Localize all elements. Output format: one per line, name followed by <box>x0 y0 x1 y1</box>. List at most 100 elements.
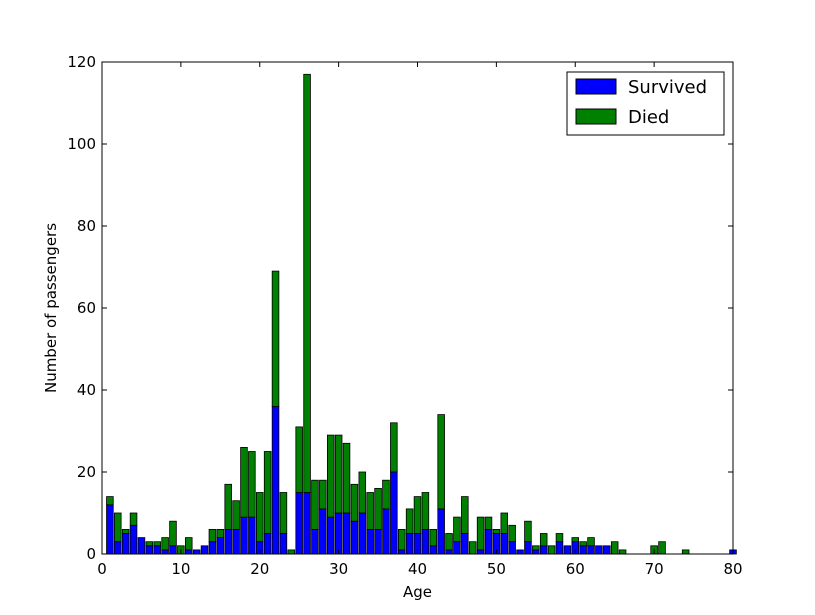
bars-group <box>106 73 737 555</box>
bar-survived <box>303 492 311 555</box>
bar-died <box>342 442 351 514</box>
bar-died <box>334 434 343 514</box>
y-tick-label: 20 <box>77 463 96 481</box>
bar-survived <box>224 529 232 555</box>
bar-survived <box>555 541 564 555</box>
x-tick-label: 80 <box>723 560 742 578</box>
bar-survived <box>137 537 146 555</box>
bar-survived <box>248 516 256 555</box>
bar-survived <box>216 537 225 555</box>
bar-died <box>579 541 587 547</box>
bar-survived <box>121 533 130 555</box>
bar-died <box>240 446 248 518</box>
bar-survived <box>429 545 438 555</box>
bar-died <box>263 451 272 534</box>
bar-died <box>681 549 690 555</box>
bar-died <box>287 549 296 555</box>
x-tick-label: 50 <box>487 560 506 578</box>
bar-survived <box>539 545 548 555</box>
bar-died <box>216 529 225 539</box>
x-tick-label: 40 <box>408 560 427 578</box>
bar-survived <box>484 529 493 555</box>
bar-survived <box>326 516 335 555</box>
bar-died <box>248 451 256 518</box>
bar-died <box>532 545 540 551</box>
bar-died <box>524 520 532 543</box>
bar-survived <box>595 545 603 555</box>
bar-survived <box>382 508 390 555</box>
bar-survived <box>587 545 595 555</box>
bar-died <box>587 537 595 547</box>
bar-survived <box>437 508 445 555</box>
bar-died <box>397 529 406 551</box>
bar-died <box>232 500 240 530</box>
bar-died <box>121 529 130 534</box>
y-axis-label: Number of passengers <box>42 223 60 393</box>
bar-survived <box>232 529 240 555</box>
bar-survived <box>461 533 469 555</box>
bar-died <box>169 520 177 547</box>
bar-survived <box>516 549 524 555</box>
bar-survived <box>200 545 209 555</box>
bar-died <box>311 479 319 530</box>
y-axis: 0 20 40 60 80 100 120 <box>67 53 733 563</box>
bar-died <box>555 533 564 543</box>
bar-survived <box>532 549 540 555</box>
bar-survived <box>350 520 359 555</box>
bar-died <box>224 483 232 530</box>
bar-survived <box>508 541 516 555</box>
bar-died <box>326 434 335 518</box>
x-tick-label: 70 <box>645 560 664 578</box>
bar-died <box>437 414 445 510</box>
bar-died <box>145 541 154 547</box>
y-tick-label: 100 <box>67 135 96 153</box>
bar-survived <box>390 471 398 555</box>
bar-died <box>161 537 169 551</box>
bar-survived <box>271 405 280 555</box>
plot-frame <box>101 61 734 555</box>
bar-died <box>319 479 327 510</box>
bar-survived <box>524 541 532 555</box>
bar-survived <box>421 529 430 555</box>
bar-survived <box>169 545 177 555</box>
bar-died <box>484 516 493 530</box>
bar-died <box>453 516 461 543</box>
bar-died <box>208 529 217 543</box>
bar-died <box>106 496 114 506</box>
x-tick-label: 30 <box>329 560 348 578</box>
bar-died <box>492 529 501 534</box>
bar-survived <box>603 545 611 555</box>
bar-died <box>539 533 548 547</box>
bar-died <box>508 524 516 543</box>
bar-survived <box>263 533 272 555</box>
bar-died <box>571 537 580 543</box>
bar-survived <box>366 529 374 555</box>
bar-died <box>390 422 398 473</box>
bar-died <box>547 545 556 555</box>
y-tick-label: 40 <box>77 381 96 399</box>
bar-died <box>153 541 161 547</box>
legend-label: Died <box>628 107 669 128</box>
bar-died <box>295 426 303 493</box>
bar-survived <box>453 541 461 555</box>
bar-died <box>461 496 469 534</box>
bar-died <box>358 471 367 514</box>
y-tick-label: 80 <box>77 217 96 235</box>
bar-died <box>421 492 430 530</box>
bar-survived <box>295 492 303 555</box>
bar-died <box>405 508 414 534</box>
bar-survived <box>185 549 193 555</box>
bar-died <box>366 492 374 530</box>
legend-label: Survived <box>628 77 707 98</box>
x-axis-label: Age <box>403 583 432 601</box>
y-tick-label: 120 <box>67 53 96 71</box>
bar-survived <box>311 529 319 555</box>
x-tick-label: 60 <box>566 560 585 578</box>
bar-died <box>382 479 390 510</box>
y-tick-label: 60 <box>77 299 96 317</box>
bar-survived <box>153 545 161 555</box>
bar-died <box>468 541 477 555</box>
bar-died <box>500 512 509 534</box>
bar-died <box>114 512 122 543</box>
